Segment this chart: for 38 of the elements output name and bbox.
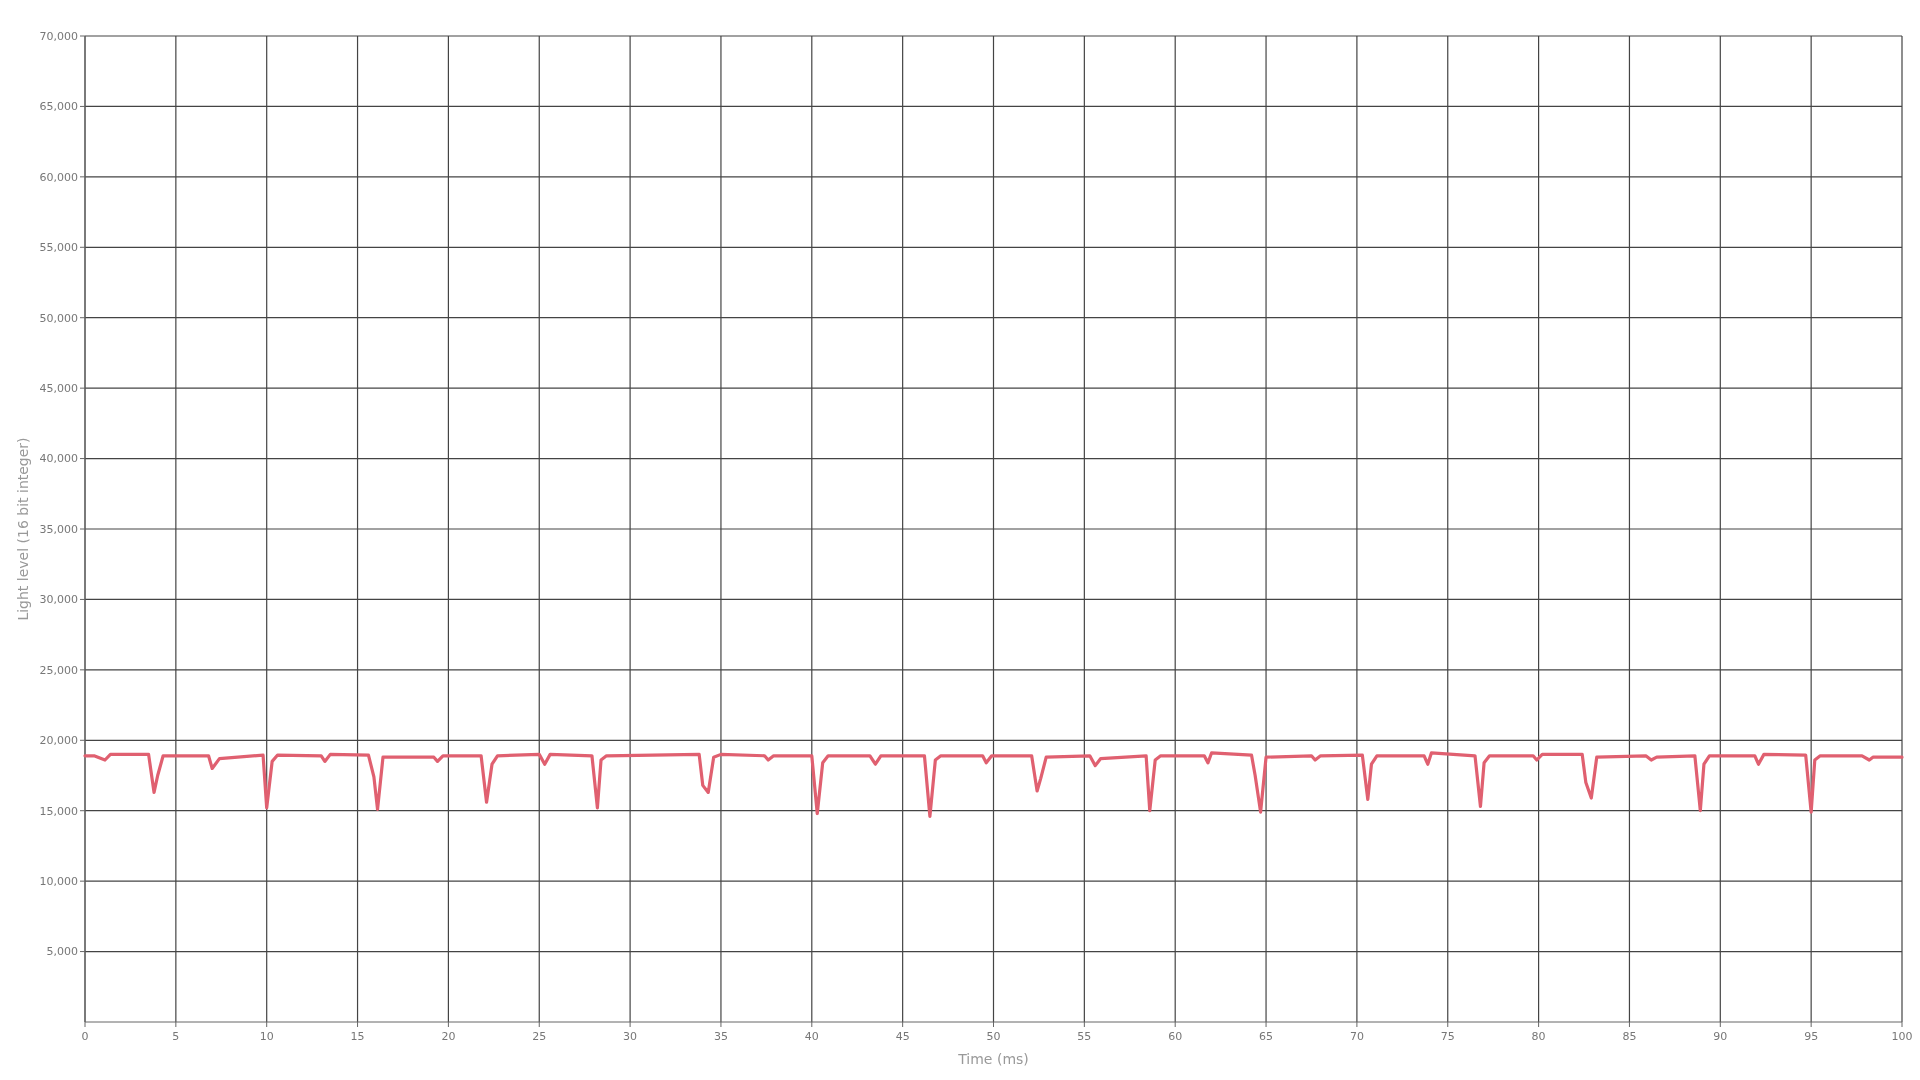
x-tick-label: 35 bbox=[713, 1030, 728, 1043]
x-tick-label: 55 bbox=[1077, 1030, 1092, 1043]
x-tick-label: 100 bbox=[1891, 1030, 1913, 1043]
x-tick-label: 85 bbox=[1622, 1030, 1637, 1043]
x-tick-label: 70 bbox=[1349, 1030, 1364, 1043]
y-tick-label: 25,000 bbox=[39, 663, 78, 677]
x-tick-label: 0 bbox=[81, 1030, 89, 1043]
y-tick-label: 20,000 bbox=[39, 734, 78, 748]
x-tick-label: 95 bbox=[1804, 1030, 1819, 1043]
y-tick-label: 45,000 bbox=[39, 381, 78, 395]
y-axis-title: Light level (16 bit integer) bbox=[15, 437, 31, 621]
x-tick-label: 40 bbox=[804, 1030, 819, 1043]
x-tick-label: 5 bbox=[172, 1030, 180, 1043]
y-tick-label: 65,000 bbox=[39, 100, 78, 114]
x-tick-label: 30 bbox=[623, 1030, 638, 1043]
x-tick-label: 50 bbox=[986, 1030, 1001, 1043]
y-tick-label: 10,000 bbox=[39, 874, 78, 888]
x-tick-label: 60 bbox=[1168, 1030, 1183, 1043]
line-series bbox=[83, 751, 1904, 818]
x-tick-label: 90 bbox=[1713, 1030, 1728, 1043]
x-tick-label: 75 bbox=[1440, 1030, 1455, 1043]
y-tick-label: 15,000 bbox=[39, 804, 78, 818]
x-tick-label: 20 bbox=[441, 1030, 456, 1043]
x-axis-title: Time (ms) bbox=[957, 1051, 1029, 1067]
y-tick-label: 35,000 bbox=[39, 522, 78, 536]
y-tick-label: 5,000 bbox=[46, 945, 78, 959]
y-tick-label: 55,000 bbox=[39, 241, 78, 255]
x-tick-label: 45 bbox=[895, 1030, 910, 1043]
y-tick-label: 40,000 bbox=[39, 452, 78, 466]
x-tick-label: 80 bbox=[1531, 1030, 1546, 1043]
y-tick-label: 70,000 bbox=[39, 29, 78, 43]
x-tick-label: 10 bbox=[259, 1030, 274, 1043]
x-tick-label: 25 bbox=[532, 1030, 547, 1043]
y-tick-label: 60,000 bbox=[39, 170, 78, 184]
x-tick-label: 65 bbox=[1259, 1030, 1274, 1043]
x-tick-label: 15 bbox=[350, 1030, 365, 1043]
y-tick-label: 30,000 bbox=[39, 593, 78, 607]
y-tick-label: 50,000 bbox=[39, 311, 78, 325]
